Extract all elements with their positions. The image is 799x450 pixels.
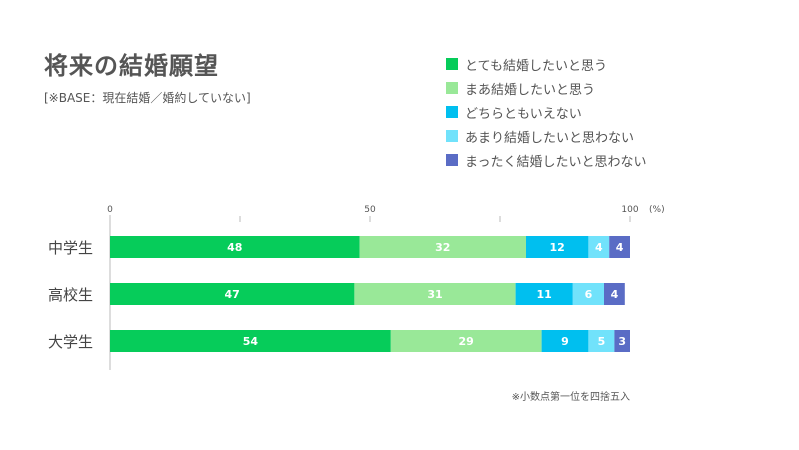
chart-title: 将来の結婚願望: [44, 52, 219, 80]
legend-item: どちらともいえない: [446, 100, 646, 124]
bar-segment: [390, 330, 542, 352]
data-label: 4: [611, 288, 619, 301]
chart-subtitle: [※BASE：現在結婚／婚約していない]: [44, 91, 251, 105]
footnote: ※小数点第一位を四捨五入: [511, 392, 630, 403]
bar-segment: [588, 236, 610, 258]
x-unit-label: (%): [649, 205, 665, 215]
data-label: 4: [595, 241, 603, 254]
bar-segment: [614, 330, 630, 352]
data-label: 32: [435, 241, 450, 254]
legend-item: まったく結婚したいと思わない: [446, 148, 646, 172]
data-label: 9: [561, 335, 569, 348]
data-label: 12: [550, 241, 565, 254]
bar-segment: [609, 236, 630, 258]
data-label: 29: [459, 335, 474, 348]
bar-segment: [526, 236, 589, 258]
legend-label: まあ結婚したいと思う: [465, 82, 596, 98]
legend-swatch: [446, 58, 458, 70]
legend-label: どちらともいえない: [465, 106, 582, 122]
data-label: 11: [537, 288, 552, 301]
legend-swatch: [446, 130, 458, 142]
bar-segment: [572, 283, 604, 305]
legend-label: あまり結婚したいと思わない: [465, 130, 635, 146]
category-label: 高校生: [48, 286, 93, 304]
data-label: 54: [243, 335, 259, 348]
legend-item: とても結婚したいと思う: [446, 52, 646, 76]
x-tick-label: 0: [107, 205, 113, 215]
legend-item: あまり結婚したいと思わない: [446, 124, 646, 148]
data-label: 5: [598, 335, 606, 348]
legend-item: まあ結婚したいと思う: [446, 76, 646, 100]
bar-segment: [604, 283, 625, 305]
data-label: 3: [618, 335, 626, 348]
legend-swatch: [446, 106, 458, 118]
bar-segment: [515, 283, 573, 305]
bar-segment: [541, 330, 589, 352]
data-label: 47: [225, 288, 240, 301]
x-tick-label: 100: [621, 205, 638, 215]
bar-segment: [588, 330, 615, 352]
bar-segment: [110, 330, 391, 352]
data-label: 6: [585, 288, 593, 301]
data-label: 48: [227, 241, 242, 254]
x-tick-label: 50: [364, 205, 376, 215]
data-label: 31: [427, 288, 442, 301]
bar-segment: [110, 236, 360, 258]
bar-segment: [354, 283, 516, 305]
legend-swatch: [446, 154, 458, 166]
legend-swatch: [446, 82, 458, 94]
category-label: 大学生: [48, 333, 93, 351]
legend: とても結婚したいと思う まあ結婚したいと思う どちらともいえない あまり結婚した…: [446, 52, 646, 172]
data-label: 4: [616, 241, 624, 254]
legend-label: とても結婚したいと思う: [465, 58, 607, 74]
legend-label: まったく結婚したいと思わない: [465, 154, 647, 170]
bar-segment: [359, 236, 526, 258]
category-label: 中学生: [48, 239, 93, 257]
bar-segment: [110, 283, 355, 305]
